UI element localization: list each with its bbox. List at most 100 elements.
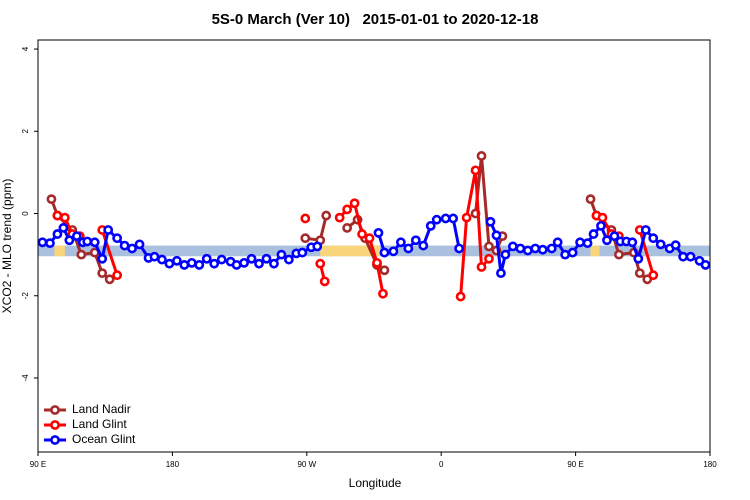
data-point [485, 216, 496, 227]
data-point [378, 288, 388, 299]
data-point [515, 243, 526, 254]
data-point [597, 212, 608, 223]
chart-title: 5S-0 March (Ver 10) 2015-01-01 to 2020-1… [212, 11, 539, 28]
data-point [634, 268, 645, 279]
data-point [372, 257, 382, 268]
data-point [104, 274, 115, 285]
data-point [648, 270, 659, 281]
data-point [685, 251, 696, 262]
data-point [476, 262, 487, 272]
series-line [100, 229, 119, 276]
data-point [470, 165, 481, 176]
data-point [585, 194, 596, 205]
data-point [425, 220, 436, 231]
data-point [300, 233, 311, 244]
legend-marker [50, 420, 60, 430]
x-tick-label: 180 [166, 460, 180, 469]
x-tick-label: 180 [703, 460, 717, 469]
data-point [670, 240, 681, 251]
data-point [357, 229, 367, 239]
data-point [231, 260, 242, 270]
data-point [97, 253, 108, 264]
data-point [364, 233, 375, 244]
plot-frame [37, 39, 711, 453]
data-point [537, 244, 548, 255]
data-point [283, 254, 294, 265]
data-point [216, 254, 227, 265]
data-point [112, 270, 123, 281]
data-point [300, 213, 311, 224]
data-point [648, 233, 659, 244]
series-line [638, 229, 655, 276]
data-point [71, 231, 82, 242]
data-point [484, 253, 494, 264]
legend-label: Land Glint [72, 417, 127, 431]
data-point [410, 235, 421, 246]
data-point [97, 268, 108, 279]
data-point [37, 237, 48, 248]
data-point [379, 247, 390, 258]
data-point [614, 249, 624, 260]
data-point [82, 236, 93, 247]
data-point [582, 238, 593, 249]
data-point [119, 240, 130, 251]
data-point [640, 225, 651, 235]
band-highlight [54, 245, 65, 257]
data-point [403, 243, 414, 254]
data-point [448, 213, 459, 224]
data-point [575, 237, 585, 248]
data-point [476, 151, 487, 161]
data-point [157, 254, 167, 265]
data-point [602, 235, 612, 246]
data-point [269, 258, 279, 269]
data-point [59, 212, 70, 223]
data-point [209, 258, 220, 269]
x-tick-label: 90 W [297, 460, 316, 469]
x-tick-label: 0 [439, 460, 444, 469]
data-point [530, 243, 541, 254]
data-point [395, 237, 406, 248]
data-point [418, 240, 429, 251]
data-point [127, 243, 137, 254]
data-point [134, 239, 145, 250]
data-point [379, 265, 390, 276]
data-point [312, 241, 323, 252]
legend-marker [50, 435, 60, 445]
data-point [455, 291, 466, 302]
data-point [700, 260, 711, 270]
data-point [334, 212, 345, 223]
data-point [500, 249, 511, 260]
data-point [297, 247, 308, 258]
data-point [64, 235, 75, 246]
x-tick-label: 90 E [567, 460, 583, 469]
data-point [588, 229, 599, 239]
data-point [342, 204, 353, 215]
data-point [567, 247, 578, 258]
y-tick-label: 0 [21, 211, 30, 216]
data-point [496, 268, 506, 279]
data-point [276, 249, 287, 260]
data-point [164, 258, 175, 269]
data-point [179, 260, 190, 270]
data-point [596, 220, 606, 231]
data-point [655, 239, 666, 250]
y-axis-label: XCO2 - MLO trend (ppm) [0, 179, 14, 314]
y-tick-label: -4 [21, 374, 30, 382]
data-point [342, 223, 353, 233]
band-highlight [320, 245, 380, 257]
data-point [454, 243, 465, 254]
x-axis-label: Longitude [349, 476, 402, 490]
data-point [76, 249, 87, 260]
data-point [45, 238, 55, 249]
data-point [149, 251, 160, 262]
y-tick-label: 2 [21, 129, 30, 134]
data-point [388, 246, 399, 257]
data-point [678, 251, 689, 262]
data-point [461, 212, 472, 223]
data-point [58, 223, 69, 233]
data-point [484, 241, 494, 252]
data-point [319, 276, 330, 287]
data-point [609, 231, 620, 242]
data-point [560, 249, 571, 260]
